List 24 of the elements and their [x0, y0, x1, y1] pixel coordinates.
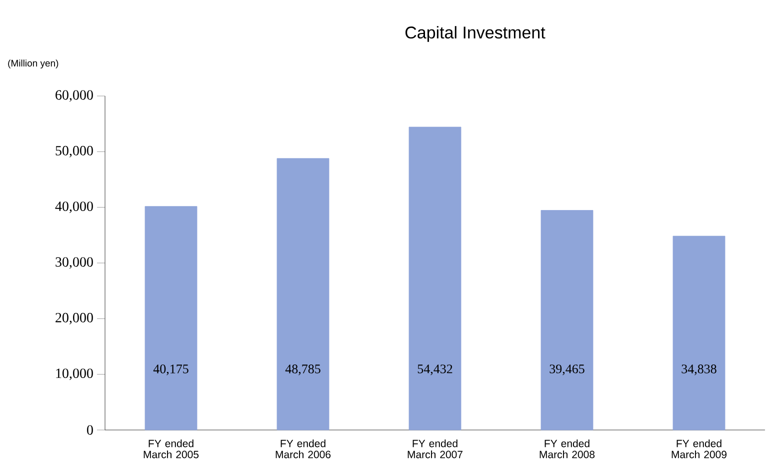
data-label: 34,838 — [682, 364, 716, 376]
data-label: 39,465 — [550, 364, 584, 376]
x-tick-label: FY ended March 2008 — [540, 440, 595, 458]
data-label: 48,785 — [285, 364, 320, 376]
bar — [408, 126, 462, 430]
data-label: 54,432 — [418, 364, 452, 376]
x-tick-label: FY ended March 2009 — [672, 440, 726, 458]
y-tick-label: 60,000 — [56, 90, 93, 102]
y-tick-label: 40,000 — [55, 202, 93, 214]
y-tick-label: 10,000 — [56, 368, 93, 380]
y-tick-label: 50,000 — [56, 146, 93, 158]
x-tick-label: FY ended March 2005 — [144, 440, 199, 458]
y-tick-label: 0 — [87, 425, 93, 435]
x-tick-label: FY ended March 2006 — [276, 440, 331, 458]
x-tick-label: FY ended March 2007 — [408, 440, 462, 458]
bar — [540, 210, 594, 430]
bar — [144, 206, 198, 430]
data-label: 40,175 — [153, 364, 188, 376]
bar — [276, 158, 330, 430]
chart-title: Capital Investment — [405, 26, 546, 42]
bar — [672, 236, 726, 430]
y-tick-label: 30,000 — [56, 257, 93, 269]
y-axis-title: (Million yen) — [8, 60, 58, 68]
y-tick-label: 20,000 — [56, 312, 93, 324]
